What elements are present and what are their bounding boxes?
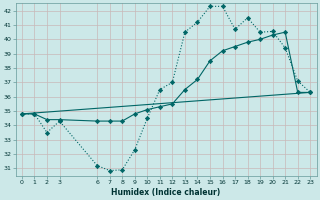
X-axis label: Humidex (Indice chaleur): Humidex (Indice chaleur): [111, 188, 221, 197]
